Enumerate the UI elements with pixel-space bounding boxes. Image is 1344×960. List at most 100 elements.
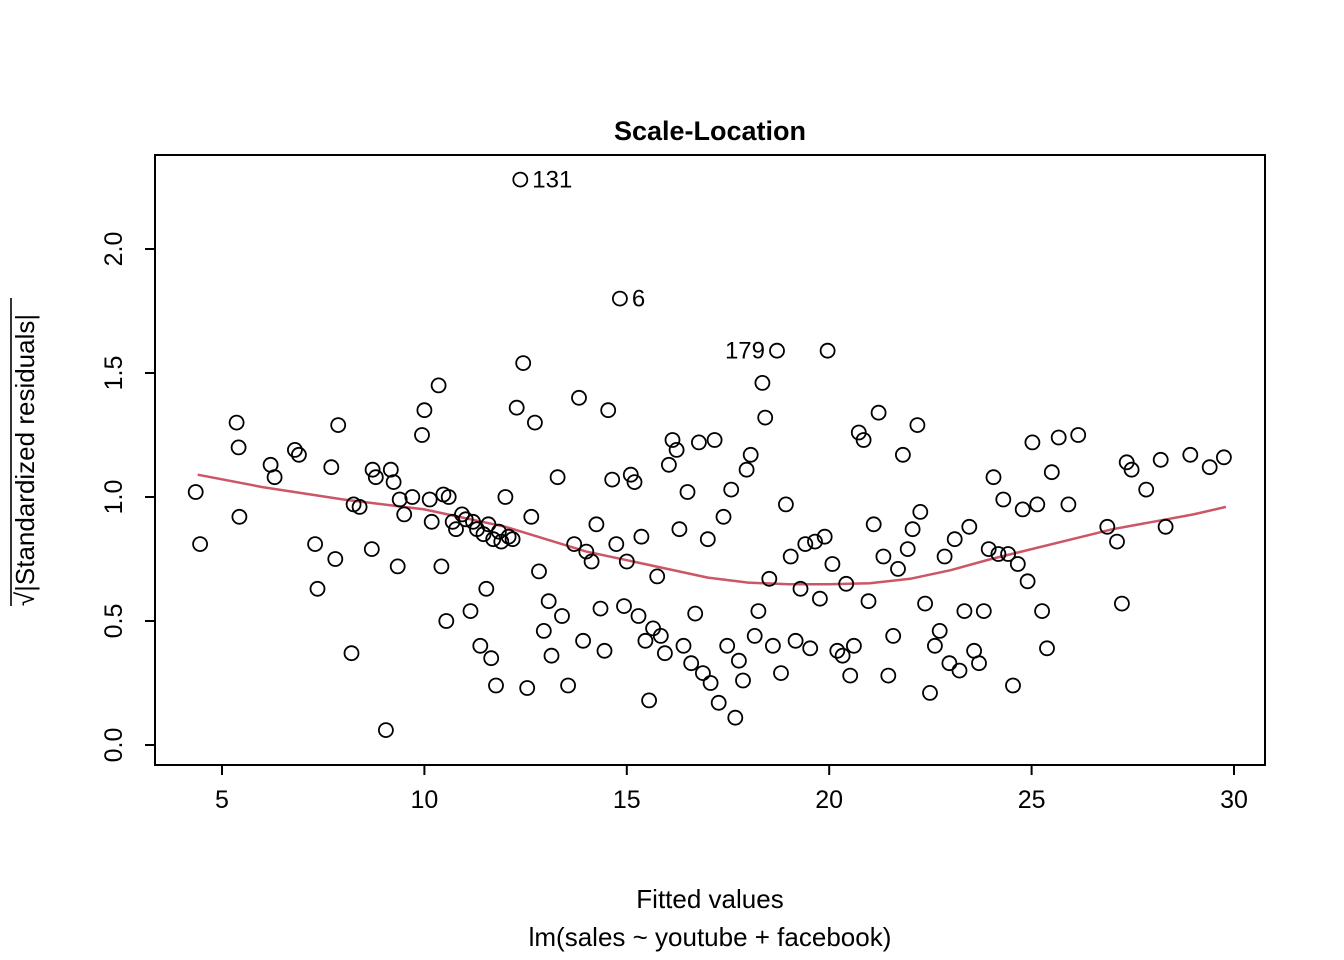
data-point: [377, 722, 394, 738]
data-point: [616, 598, 632, 614]
data-point: [990, 546, 1007, 562]
data-point: [671, 521, 688, 538]
data-point: [922, 685, 938, 701]
data-point: [633, 528, 650, 545]
data-point: [1005, 677, 1021, 694]
data-point: [819, 342, 836, 359]
data-point: [773, 665, 789, 681]
data-point: [971, 655, 987, 672]
data-point: [1138, 481, 1155, 498]
data-point: [710, 694, 727, 711]
data-point: [309, 580, 326, 597]
data-point: [622, 466, 639, 483]
data-point: [657, 645, 673, 662]
data-point: [890, 561, 906, 577]
data-point: [641, 692, 657, 709]
data-point: [995, 491, 1012, 508]
data-point: [382, 461, 399, 478]
data-point: [1109, 533, 1125, 550]
data-point: [604, 471, 621, 488]
data-point: [778, 496, 794, 513]
data-point: [909, 417, 926, 434]
data-point: [895, 446, 911, 463]
data-point: [1099, 518, 1116, 535]
data-point: [1157, 518, 1174, 535]
data-point: [391, 491, 408, 508]
data-point: [187, 484, 204, 500]
data-point: [865, 516, 882, 533]
data-point: [571, 389, 587, 406]
data-point: [465, 513, 481, 530]
data-point: [1060, 496, 1077, 513]
data-point: [645, 620, 661, 637]
data-point: [1014, 501, 1031, 518]
data-point: [757, 409, 774, 426]
data-point: [1029, 496, 1046, 513]
data-point: [478, 580, 495, 597]
data-point: [504, 531, 521, 548]
data-point: [266, 469, 283, 486]
x-axis-label: Fitted values: [636, 884, 783, 914]
data-point: [1009, 556, 1026, 572]
y-tick-label: 0.0: [100, 728, 128, 763]
data-point: [608, 536, 625, 552]
data-point: [769, 342, 785, 359]
data-point: [975, 603, 992, 619]
data-point: [787, 632, 804, 649]
data-point: [1152, 451, 1169, 468]
data-point: [630, 608, 647, 624]
data-point: [706, 432, 723, 448]
data-point: [578, 543, 595, 560]
x-axis-ticks: 5 10 15 20 25 30: [215, 765, 1248, 814]
scatter-points: [187, 171, 1232, 738]
data-point: [1043, 464, 1060, 481]
data-point: [323, 459, 340, 476]
data-point: [515, 355, 532, 372]
data-point: [527, 414, 543, 431]
data-point: [951, 662, 968, 679]
data-point: [931, 623, 948, 639]
data-point: [192, 536, 209, 552]
data-point: [802, 640, 819, 657]
chart-title: Scale-Location: [614, 116, 806, 146]
data-point: [699, 531, 716, 548]
y-axis-ticks: 0.0 0.5 1.0 1.5 2.0: [100, 232, 155, 763]
x-axis-sublabel: lm(sales ~ youtube + facebook): [529, 922, 892, 952]
data-point: [679, 484, 696, 500]
data-point: [1070, 427, 1087, 443]
data-point: [367, 469, 384, 486]
data-point: [735, 672, 751, 689]
point-label: 179: [725, 338, 765, 365]
data-point: [1039, 640, 1055, 657]
data-point: [917, 595, 933, 612]
data-point: [880, 667, 897, 684]
data-point: [480, 516, 497, 533]
data-point: [750, 603, 767, 619]
data-point: [389, 558, 406, 575]
y-axis-label-text: √|Standardized residuals|: [10, 314, 40, 606]
data-point: [230, 439, 247, 456]
data-point: [719, 637, 736, 654]
data-point: [560, 677, 576, 694]
plot-border: [154, 154, 1266, 766]
data-point: [440, 489, 457, 505]
data-point: [596, 642, 613, 659]
y-axis-label: √|Standardized residuals|: [10, 298, 40, 606]
data-point: [327, 551, 344, 567]
data-point: [531, 563, 547, 580]
data-point: [363, 541, 380, 557]
point-label: 131: [532, 167, 572, 194]
data-point: [462, 603, 479, 619]
data-point: [691, 434, 707, 451]
data-point: [936, 548, 953, 565]
data-point: [438, 613, 455, 629]
data-point: [351, 498, 368, 515]
data-point: [961, 518, 978, 535]
data-point: [472, 637, 489, 654]
data-point: [519, 680, 536, 696]
data-point: [500, 528, 517, 545]
x-tick-label: 10: [410, 786, 438, 814]
data-point: [231, 508, 248, 525]
data-point: [652, 628, 669, 644]
data-point: [675, 637, 692, 654]
